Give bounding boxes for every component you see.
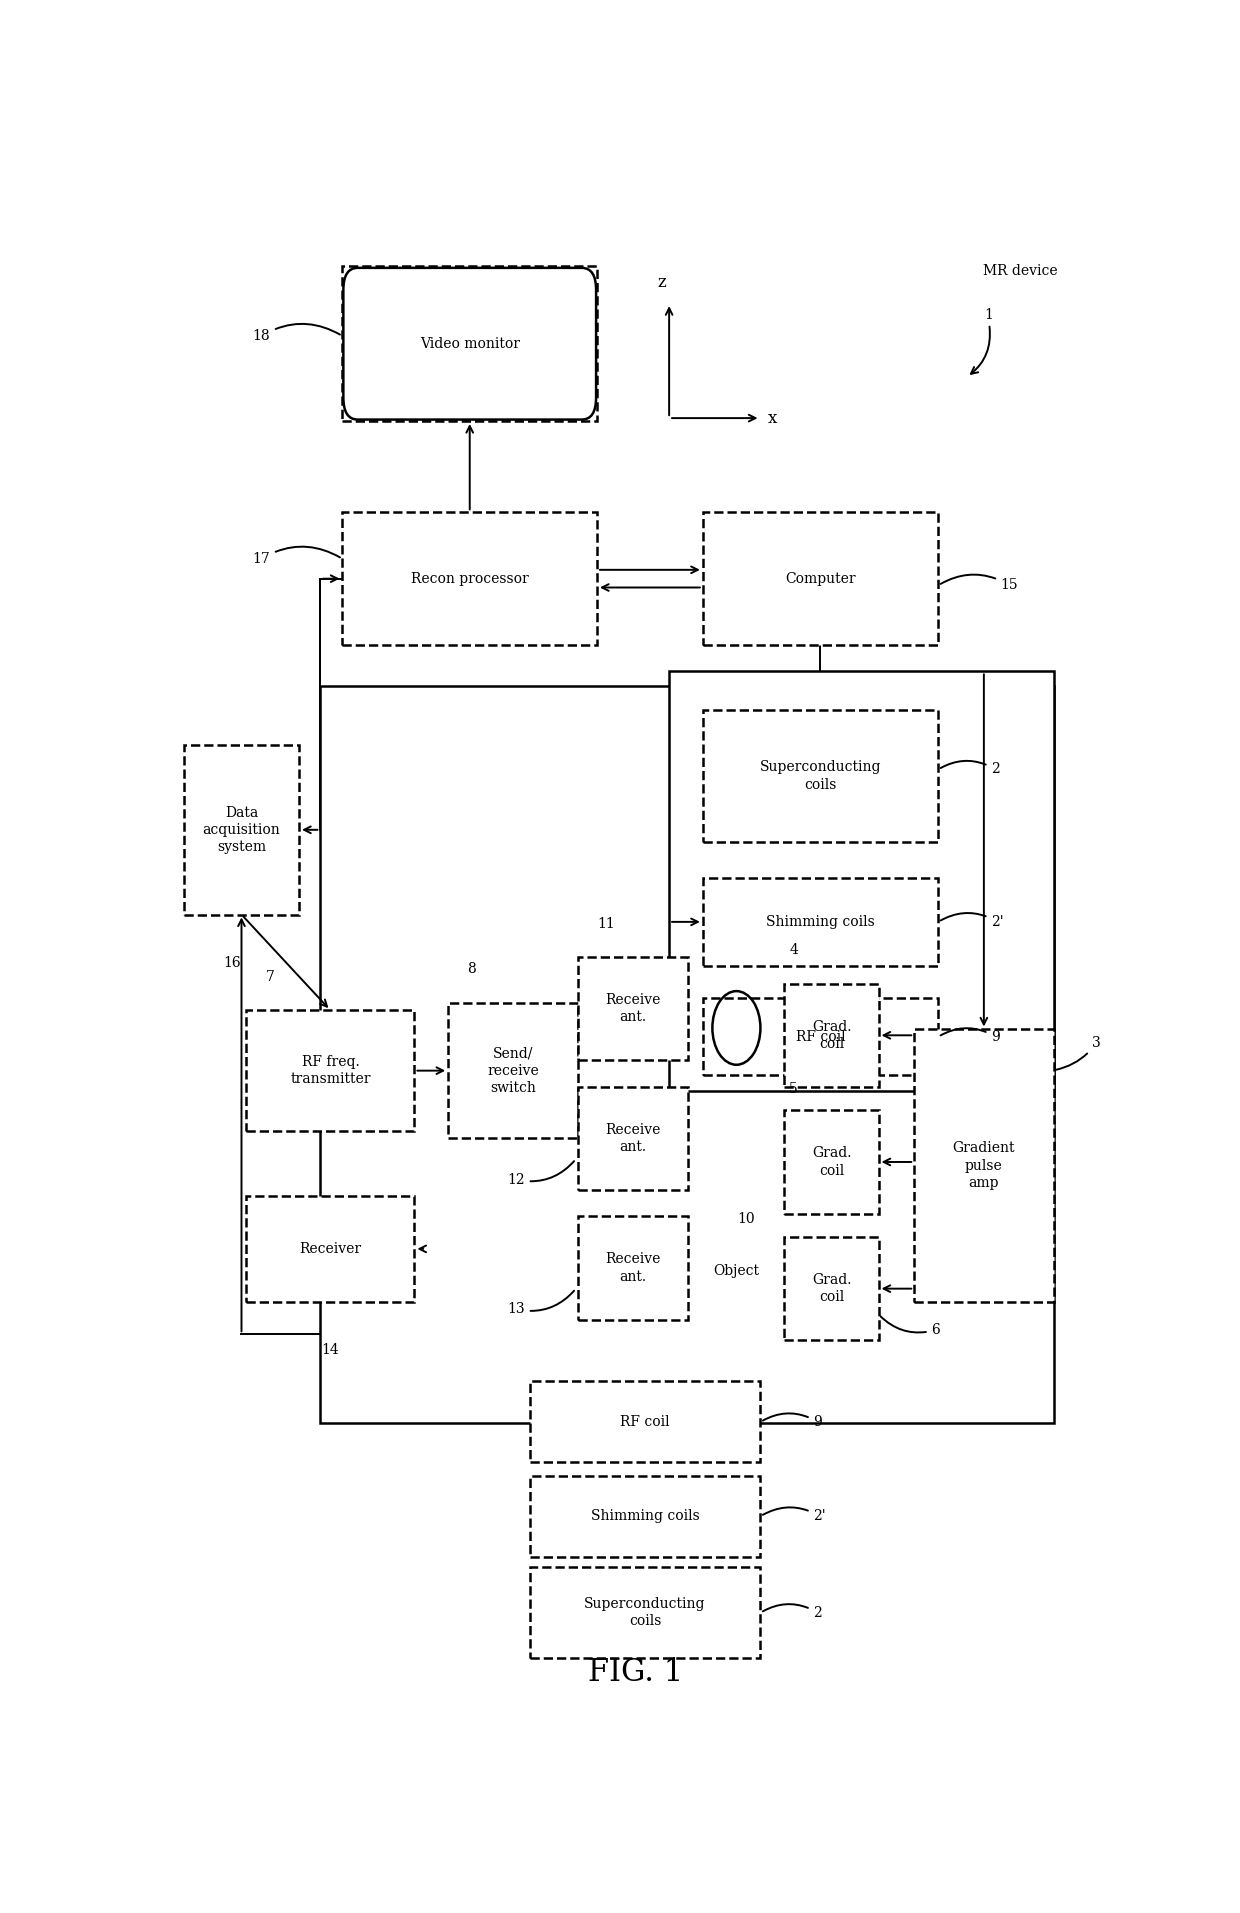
Text: Computer: Computer [785, 572, 856, 585]
Text: Superconducting
coils: Superconducting coils [760, 759, 882, 792]
Text: 5: 5 [789, 1081, 799, 1096]
Text: Send/
receive
switch: Send/ receive switch [487, 1046, 539, 1094]
Text: 4: 4 [789, 943, 799, 956]
Text: Receiver: Receiver [299, 1242, 361, 1255]
Text: Receive
ant.: Receive ant. [605, 1123, 661, 1154]
Text: Superconducting
coils: Superconducting coils [584, 1597, 706, 1628]
Text: 3: 3 [1056, 1037, 1101, 1069]
Text: 9: 9 [763, 1414, 822, 1429]
Text: 18: 18 [253, 323, 340, 342]
Text: x: x [768, 409, 777, 427]
Text: 15: 15 [941, 574, 1018, 593]
FancyBboxPatch shape [320, 687, 1054, 1423]
Text: 11: 11 [596, 916, 615, 932]
Text: z: z [657, 274, 666, 291]
FancyBboxPatch shape [578, 956, 688, 1060]
FancyBboxPatch shape [184, 744, 299, 914]
FancyBboxPatch shape [448, 1002, 578, 1138]
FancyBboxPatch shape [703, 878, 939, 966]
Text: 2': 2' [763, 1507, 826, 1523]
Text: Gradient
pulse
amp: Gradient pulse amp [952, 1142, 1016, 1190]
Text: 13: 13 [507, 1291, 574, 1316]
FancyBboxPatch shape [247, 1010, 414, 1131]
FancyBboxPatch shape [914, 1029, 1054, 1303]
Text: 1: 1 [985, 308, 993, 321]
FancyBboxPatch shape [529, 1475, 760, 1557]
Text: Grad.
coil: Grad. coil [812, 1020, 852, 1050]
Text: 6: 6 [880, 1316, 940, 1337]
Text: Shimming coils: Shimming coils [766, 914, 875, 930]
Text: 2: 2 [763, 1605, 822, 1620]
Text: 16: 16 [223, 956, 241, 970]
Text: MR device: MR device [982, 264, 1058, 277]
Text: Grad.
coil: Grad. coil [812, 1146, 852, 1178]
Text: 2: 2 [941, 761, 999, 777]
Text: Shimming coils: Shimming coils [590, 1509, 699, 1523]
Text: FIG. 1: FIG. 1 [588, 1657, 683, 1687]
FancyBboxPatch shape [785, 1238, 879, 1341]
FancyBboxPatch shape [247, 1196, 414, 1303]
FancyBboxPatch shape [703, 513, 939, 645]
Text: RF coil: RF coil [620, 1416, 670, 1429]
FancyBboxPatch shape [785, 1110, 879, 1213]
Text: RF coil: RF coil [796, 1029, 846, 1044]
Text: 10: 10 [738, 1213, 755, 1226]
FancyBboxPatch shape [578, 1087, 688, 1190]
FancyBboxPatch shape [343, 268, 596, 419]
Text: 14: 14 [321, 1343, 340, 1356]
Text: 8: 8 [467, 962, 476, 976]
Text: Recon processor: Recon processor [410, 572, 528, 585]
FancyBboxPatch shape [703, 999, 939, 1075]
Text: 12: 12 [507, 1161, 574, 1186]
FancyBboxPatch shape [342, 266, 596, 421]
Text: Video monitor: Video monitor [419, 337, 520, 350]
Text: Data
acquisition
system: Data acquisition system [202, 805, 280, 853]
Text: RF freq.
transmitter: RF freq. transmitter [290, 1054, 371, 1087]
Text: Receive
ant.: Receive ant. [605, 993, 661, 1025]
FancyBboxPatch shape [785, 983, 879, 1087]
Text: 7: 7 [265, 970, 274, 983]
FancyBboxPatch shape [529, 1567, 760, 1659]
FancyBboxPatch shape [529, 1381, 760, 1462]
Text: Grad.
coil: Grad. coil [812, 1272, 852, 1305]
FancyBboxPatch shape [670, 671, 1054, 1090]
FancyBboxPatch shape [342, 513, 596, 645]
Text: 17: 17 [253, 547, 340, 566]
Text: Receive
ant.: Receive ant. [605, 1253, 661, 1284]
Text: 2': 2' [941, 913, 1003, 930]
Text: 9: 9 [941, 1027, 999, 1044]
Text: Object: Object [713, 1264, 759, 1278]
FancyBboxPatch shape [703, 710, 939, 842]
FancyBboxPatch shape [578, 1217, 688, 1320]
